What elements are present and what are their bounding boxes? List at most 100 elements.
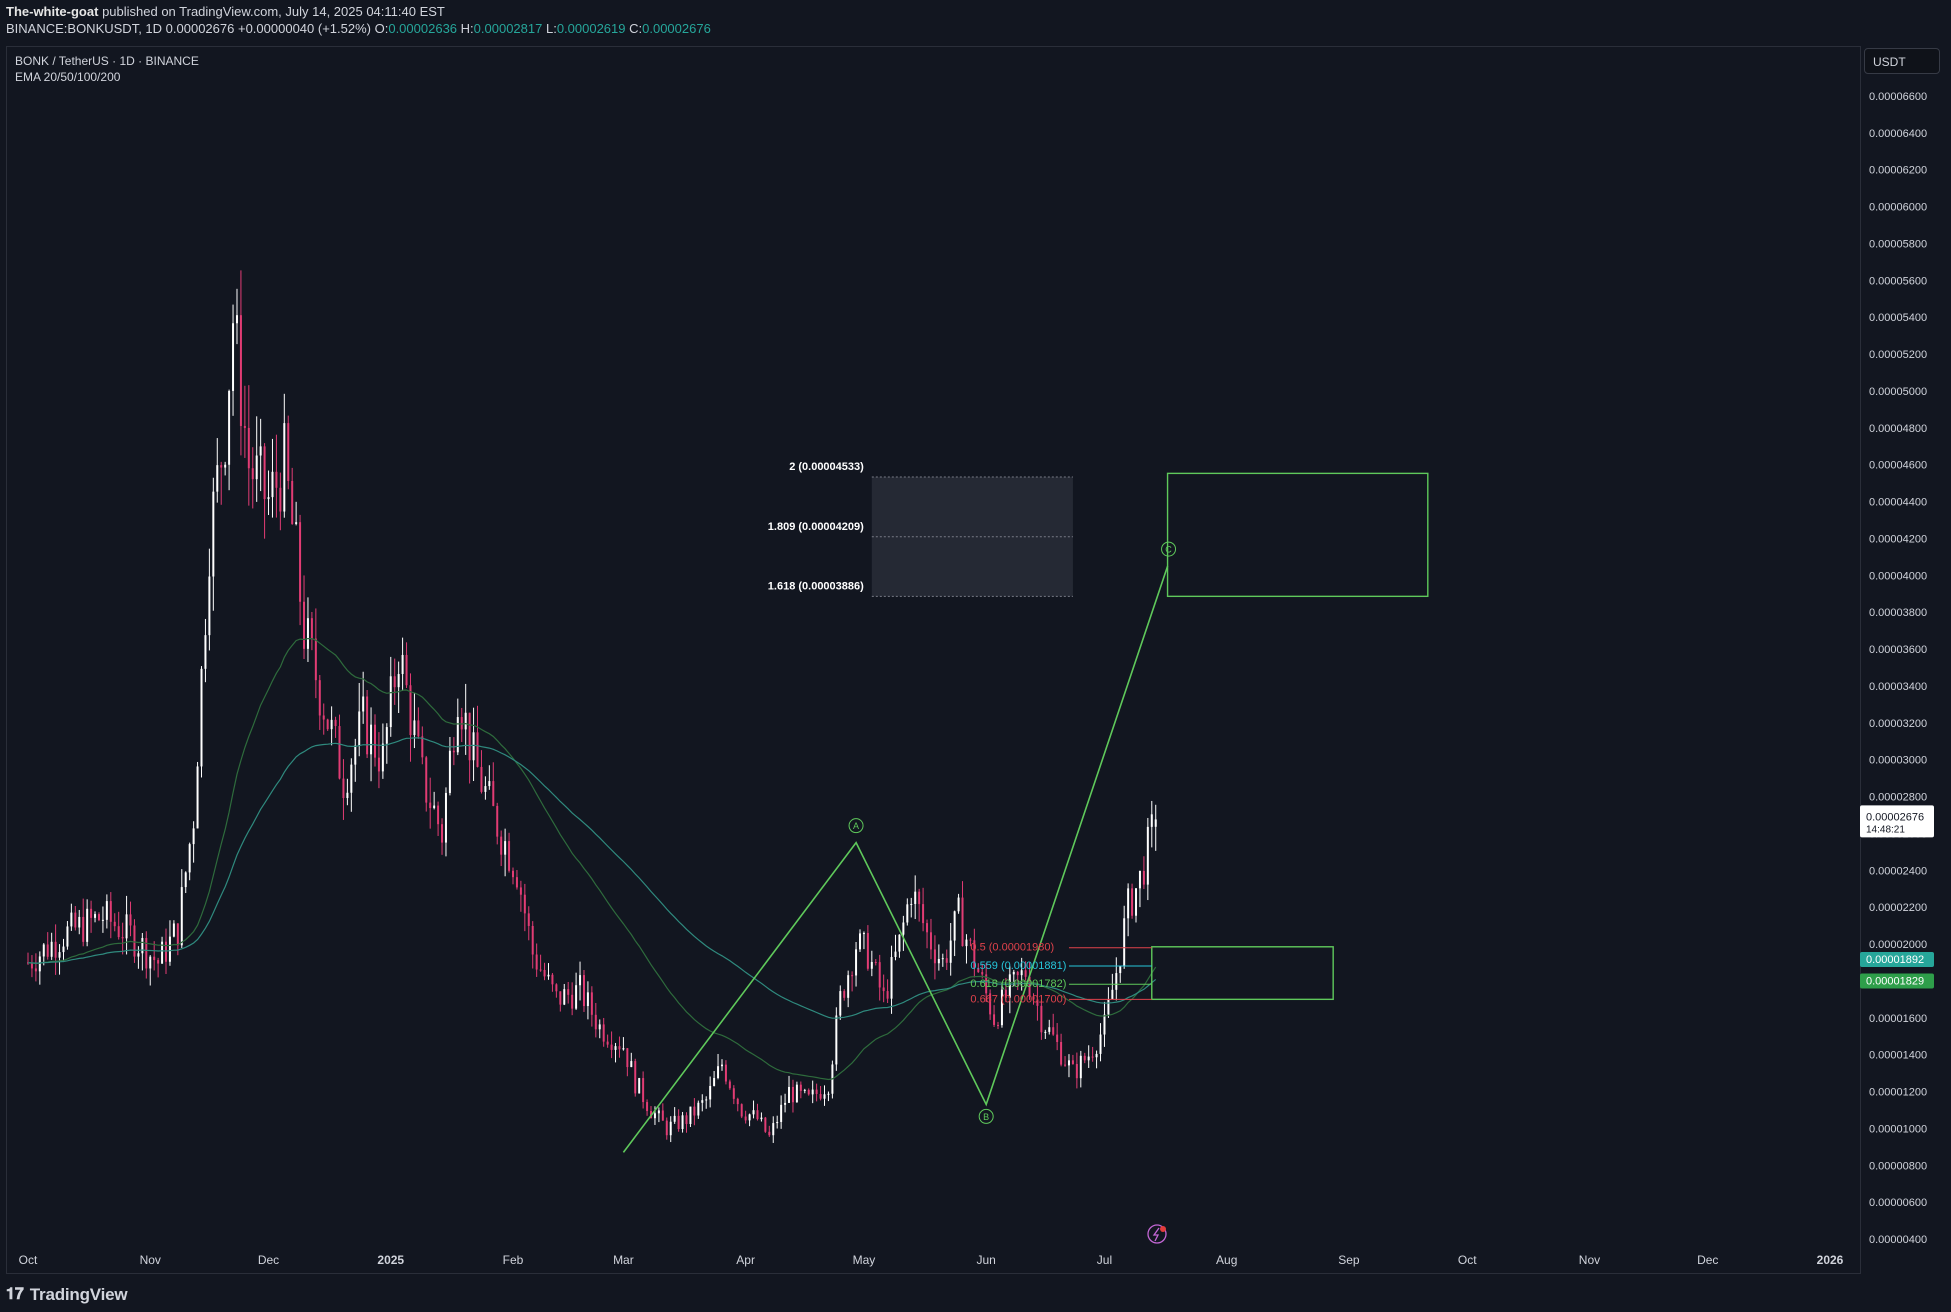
candle [689, 1106, 692, 1127]
candle [70, 903, 73, 931]
candle-body [42, 944, 45, 957]
candle-body [922, 904, 925, 924]
candle [66, 921, 69, 950]
candle-body [945, 958, 948, 963]
candle-body [1016, 971, 1019, 976]
candle-body [299, 522, 302, 602]
candle [1036, 985, 1039, 1021]
brand-name[interactable]: TradingView [29, 1285, 128, 1304]
candle-body [642, 1078, 645, 1103]
candle-body [606, 1041, 609, 1045]
currency-button[interactable]: USDT [1864, 48, 1940, 74]
candle [318, 675, 321, 730]
candle-body [149, 956, 152, 969]
candle-body [1150, 814, 1153, 827]
candle [575, 972, 578, 1010]
candle-body [795, 1084, 798, 1103]
candle-body [512, 870, 515, 878]
time-tick-label: Oct [19, 1253, 38, 1267]
candle-body [598, 1024, 601, 1030]
candle [133, 919, 136, 963]
candle [1095, 1050, 1098, 1069]
candle-body [728, 1081, 731, 1089]
candle [602, 1017, 605, 1047]
candle-body [1103, 1014, 1106, 1035]
candle-body [949, 940, 952, 963]
price-tick-label: 0.00001400 [1869, 1050, 1927, 1062]
price-tick-label: 0.00005400 [1869, 312, 1927, 324]
candle [1056, 1023, 1059, 1051]
open-label: O: [374, 21, 389, 36]
candle [535, 943, 538, 977]
candle-body [1079, 1055, 1082, 1079]
candle-body [133, 925, 136, 957]
ema-50-line [27, 638, 1157, 1081]
candle-body [184, 872, 187, 888]
candle-body [890, 957, 893, 999]
ema-price-badge-value: 0.00001829 [1866, 976, 1924, 988]
price-tick-label: 0.00003200 [1869, 718, 1927, 730]
candle-body [362, 696, 365, 712]
candle [456, 698, 459, 756]
candle-body [291, 480, 294, 524]
wave-label-text: A [853, 821, 859, 831]
wave-label-circle [978, 1108, 994, 1124]
candle-body [342, 778, 345, 799]
publish-line: The-white-goat published on TradingView.… [6, 4, 445, 20]
candle [484, 776, 487, 800]
candle [989, 989, 992, 1020]
candle-body [275, 471, 278, 488]
candle [693, 1098, 696, 1126]
candle [346, 778, 349, 806]
candle-body [618, 1046, 621, 1050]
candle [1044, 1029, 1047, 1039]
candle [232, 304, 235, 416]
candle-body [646, 1102, 649, 1112]
candle [184, 871, 187, 894]
candle-body [547, 974, 550, 977]
price-tick-label: 0.00006200 [1869, 165, 1927, 177]
price-tick-label: 0.00003800 [1869, 607, 1927, 619]
author-name[interactable]: The-white-goat [6, 4, 99, 19]
pair-title[interactable]: BONK / TetherUS · 1D · BINANCE [15, 54, 199, 68]
candle-body [243, 425, 246, 428]
indicator-label[interactable]: EMA 20/50/100/200 [15, 70, 121, 84]
candle [677, 1109, 680, 1132]
candle [890, 945, 893, 1014]
price-tick-label: 0.00003000 [1869, 755, 1927, 767]
candle-body [417, 720, 420, 737]
candle [208, 548, 211, 651]
candle-body [997, 1024, 1000, 1026]
candle [125, 895, 128, 955]
candle [957, 893, 960, 914]
candle-body [1087, 1056, 1090, 1061]
candle [444, 787, 447, 857]
candle-body [902, 922, 905, 935]
candle-body [484, 786, 487, 792]
candle [1099, 1023, 1102, 1062]
candle [685, 1112, 688, 1133]
ohlc-line: BINANCE:BONKUSDT, 1D 0.00002676 +0.00000… [6, 21, 711, 37]
candle-body [539, 969, 542, 971]
candle-body [283, 423, 286, 512]
lightning-bolt [1152, 1227, 1160, 1242]
candle-body [1024, 970, 1027, 977]
candle [1150, 800, 1153, 848]
candle [303, 575, 306, 659]
candle-body [452, 750, 455, 753]
candle-body [693, 1106, 696, 1116]
wave-label-circle [848, 818, 864, 834]
candle [145, 931, 148, 979]
candle-body [519, 887, 522, 895]
candle [54, 924, 57, 975]
candle-body [973, 940, 976, 969]
price-axis: 0.00006600 0.00006400 0.00006200 0.00006000… [1869, 91, 1927, 1246]
candle-body [776, 1121, 779, 1124]
candle-body [370, 724, 373, 755]
ema-price-badge [1860, 951, 1934, 967]
candle-body [208, 576, 211, 636]
candle-body [1048, 1027, 1051, 1032]
candle [567, 981, 570, 1004]
candle-body [835, 1015, 838, 1065]
